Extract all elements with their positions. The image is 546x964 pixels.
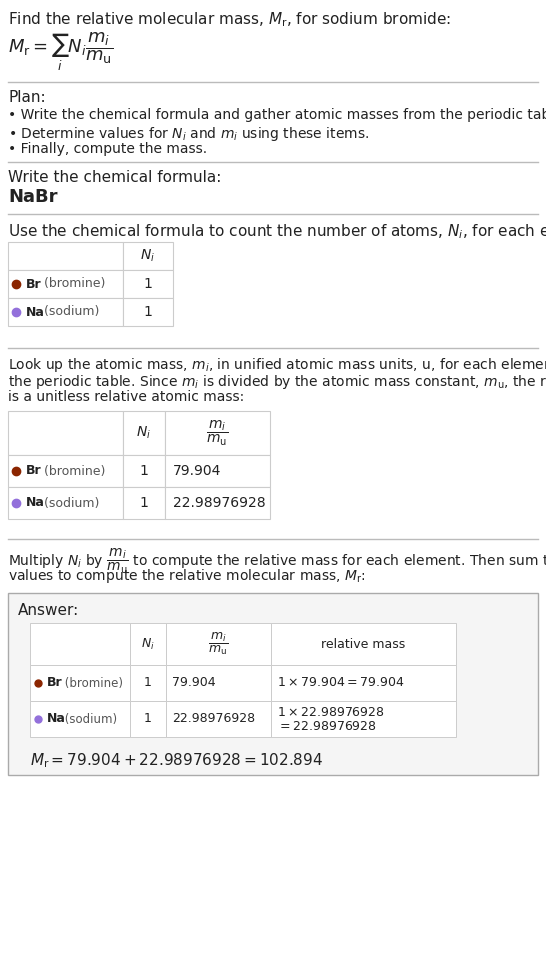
Bar (8, 242, 123, 270)
Bar (123, 455, 165, 487)
Text: relative mass: relative mass (322, 637, 406, 651)
Bar (8, 487, 123, 519)
Bar (30, 665, 130, 701)
Text: Find the relative molecular mass, $M_{\mathrm{r}}$, for sodium bromide:: Find the relative molecular mass, $M_{\m… (8, 10, 451, 29)
Text: 1: 1 (140, 496, 149, 510)
Text: • Write the chemical formula and gather atomic masses from the periodic table.: • Write the chemical formula and gather … (8, 108, 546, 122)
Text: $= 22.98976928$: $= 22.98976928$ (277, 720, 377, 734)
Text: 1: 1 (140, 464, 149, 478)
Text: 22.98976928: 22.98976928 (173, 496, 265, 510)
Text: Write the chemical formula:: Write the chemical formula: (8, 170, 221, 185)
Text: 22.98976928: 22.98976928 (172, 712, 255, 726)
Bar (123, 270, 173, 298)
Text: NaBr: NaBr (8, 188, 57, 206)
Bar (123, 298, 173, 326)
Text: $1 \times 22.98976928$: $1 \times 22.98976928$ (277, 706, 385, 719)
Bar (271, 623, 456, 665)
Bar (130, 701, 166, 737)
Text: $\dfrac{m_i}{m_{\mathrm{u}}}$: $\dfrac{m_i}{m_{\mathrm{u}}}$ (209, 631, 229, 657)
Text: is a unitless relative atomic mass:: is a unitless relative atomic mass: (8, 390, 244, 404)
Bar (30, 701, 130, 737)
Bar (8, 593, 538, 775)
Text: (bromine): (bromine) (40, 465, 105, 477)
Text: Br: Br (47, 677, 63, 689)
Text: $N_i$: $N_i$ (141, 636, 155, 652)
Text: (bromine): (bromine) (61, 677, 123, 689)
Text: • Finally, compute the mass.: • Finally, compute the mass. (8, 142, 207, 156)
Bar (166, 623, 271, 665)
Text: $1 \times 79.904 = 79.904$: $1 \times 79.904 = 79.904$ (277, 677, 405, 689)
Bar (166, 701, 271, 737)
Text: 79.904: 79.904 (172, 677, 216, 689)
Text: 1: 1 (144, 277, 152, 291)
Text: (bromine): (bromine) (40, 278, 105, 290)
Text: $N_i$: $N_i$ (136, 425, 152, 442)
Bar (165, 487, 270, 519)
Bar (130, 665, 166, 701)
Bar (165, 411, 270, 455)
Text: 1: 1 (144, 712, 152, 726)
Bar (123, 242, 173, 270)
Text: (sodium): (sodium) (61, 712, 117, 726)
Bar (8, 270, 123, 298)
Text: $\dfrac{m_i}{m_{\mathrm{u}}}$: $\dfrac{m_i}{m_{\mathrm{u}}}$ (206, 418, 229, 447)
Text: Plan:: Plan: (8, 90, 46, 105)
Text: $N_i$: $N_i$ (140, 248, 156, 264)
Text: • Determine values for $N_i$ and $m_i$ using these items.: • Determine values for $N_i$ and $m_i$ u… (8, 125, 369, 143)
Bar (123, 487, 165, 519)
Bar (130, 623, 166, 665)
Bar (165, 455, 270, 487)
Text: Br: Br (26, 465, 41, 477)
Text: Na: Na (47, 712, 66, 726)
Text: $M_{\mathrm{r}} = \sum_{i} N_i \dfrac{m_i}{m_{\mathrm{u}}}$: $M_{\mathrm{r}} = \sum_{i} N_i \dfrac{m_… (8, 30, 113, 73)
Text: $M_{\mathrm{r}} = 79.904 + 22.98976928 = 102.894$: $M_{\mathrm{r}} = 79.904 + 22.98976928 =… (30, 751, 323, 769)
Bar (271, 701, 456, 737)
Bar (271, 665, 456, 701)
Bar (166, 665, 271, 701)
Text: values to compute the relative molecular mass, $M_{\mathrm{r}}$:: values to compute the relative molecular… (8, 567, 366, 585)
Text: (sodium): (sodium) (40, 496, 99, 510)
Text: Na: Na (26, 306, 45, 318)
Text: Na: Na (26, 496, 45, 510)
Text: (sodium): (sodium) (40, 306, 99, 318)
Text: Look up the atomic mass, $m_i$, in unified atomic mass units, u, for each elemen: Look up the atomic mass, $m_i$, in unifi… (8, 356, 546, 374)
Bar (8, 411, 123, 455)
Text: 1: 1 (144, 677, 152, 689)
Text: Use the chemical formula to count the number of atoms, $N_i$, for each element:: Use the chemical formula to count the nu… (8, 222, 546, 241)
Bar (8, 298, 123, 326)
Text: Answer:: Answer: (18, 603, 79, 618)
Text: 79.904: 79.904 (173, 464, 221, 478)
Text: 1: 1 (144, 305, 152, 319)
Bar (8, 455, 123, 487)
Text: Multiply $N_i$ by $\dfrac{m_i}{m_{\mathrm{u}}}$ to compute the relative mass for: Multiply $N_i$ by $\dfrac{m_i}{m_{\mathr… (8, 547, 546, 576)
Text: Br: Br (26, 278, 41, 290)
Bar (30, 623, 130, 665)
Bar (123, 411, 165, 455)
Text: the periodic table. Since $m_i$ is divided by the atomic mass constant, $m_{\mat: the periodic table. Since $m_i$ is divid… (8, 373, 546, 391)
